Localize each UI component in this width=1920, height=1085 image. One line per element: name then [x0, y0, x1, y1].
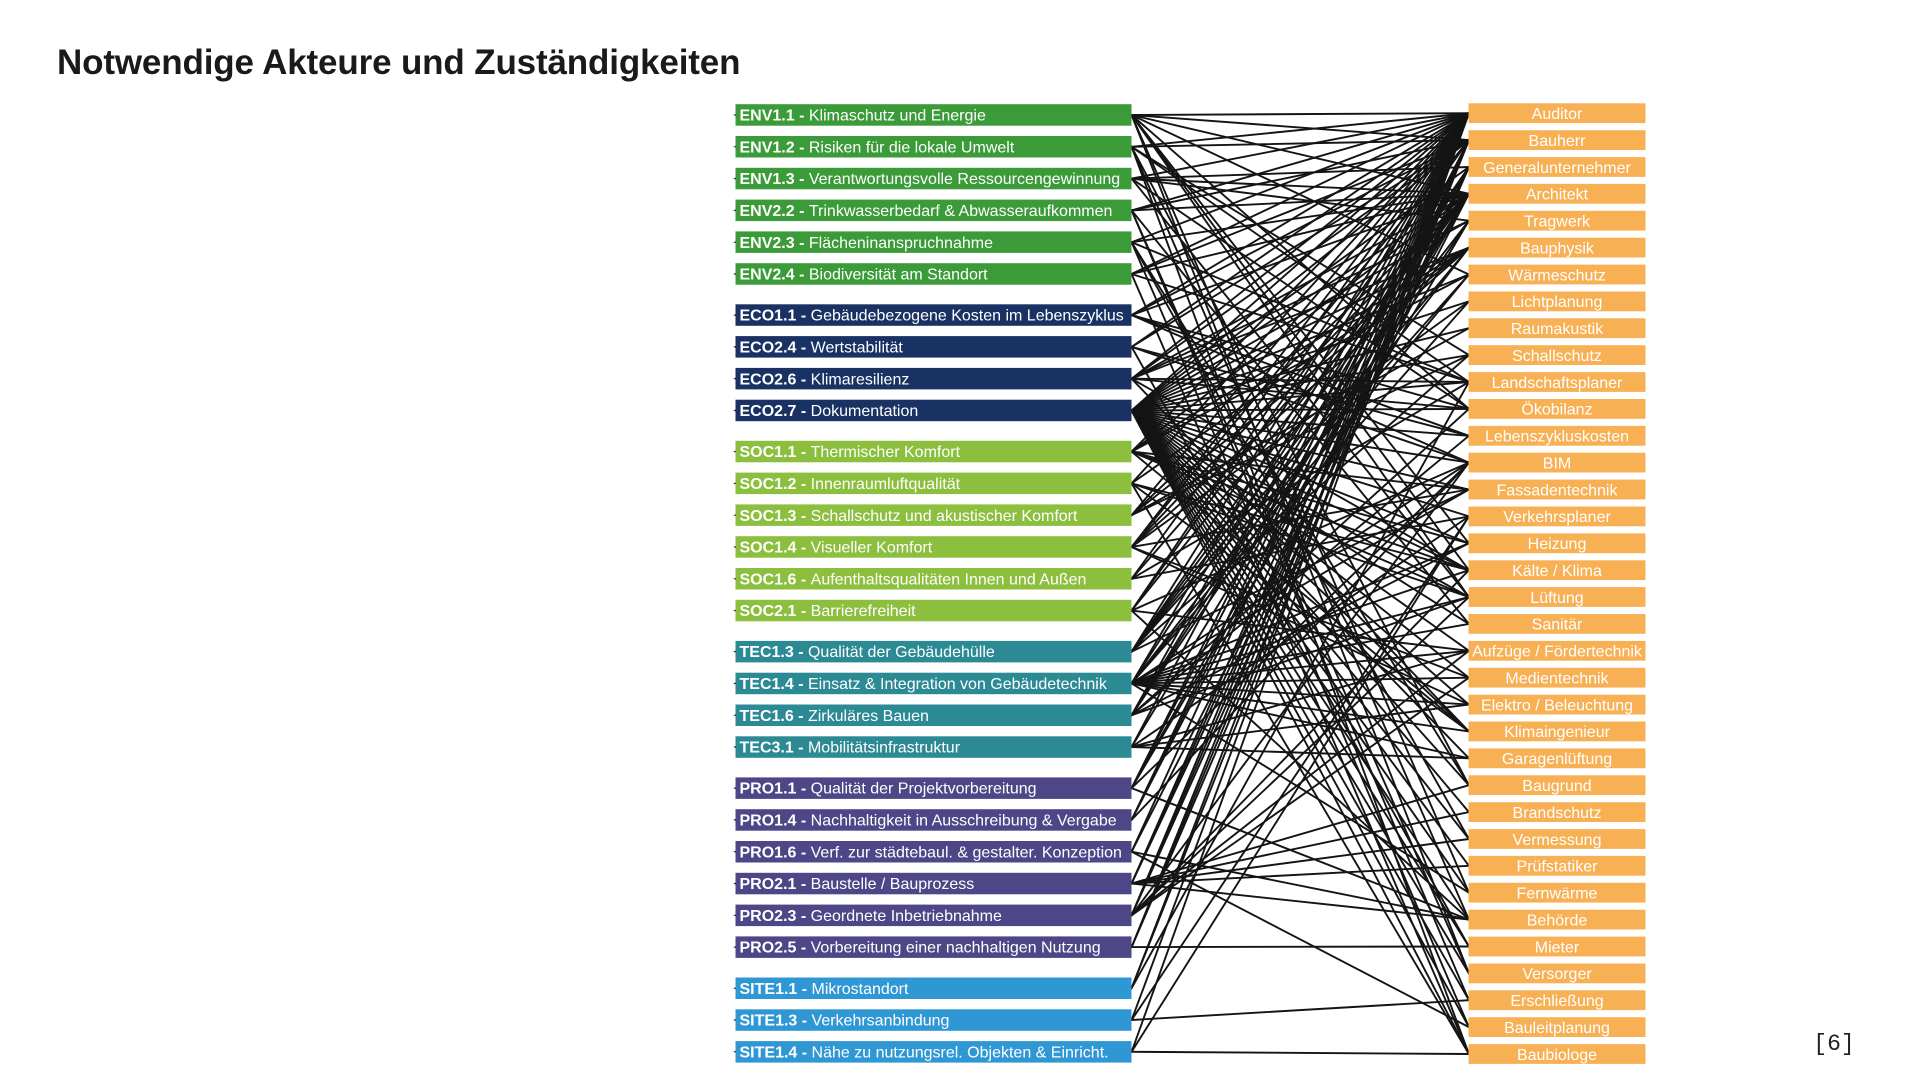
svg-text:SOC1.1 - Thermischer Komfort: SOC1.1 - Thermischer Komfort	[740, 444, 961, 461]
svg-text:Garagenlüftung: Garagenlüftung	[1502, 751, 1612, 768]
svg-text:Landschaftsplaner: Landschaftsplaner	[1492, 375, 1623, 392]
svg-text:Versorger: Versorger	[1522, 966, 1592, 983]
svg-text:Vermessung: Vermessung	[1513, 832, 1602, 849]
svg-text:SITE1.1 - Mikrostandort: SITE1.1 - Mikrostandort	[740, 981, 910, 998]
svg-text:Lebenszykluskosten: Lebenszykluskosten	[1485, 429, 1629, 446]
svg-text:SOC1.6 - Aufenthaltsqualitäten: SOC1.6 - Aufenthaltsqualitäten Innen und…	[740, 571, 1087, 588]
svg-text:Wärmeschutz: Wärmeschutz	[1508, 267, 1606, 284]
svg-text:ECO1.1 - Gebäudebezogene Koste: ECO1.1 - Gebäudebezogene Kosten im Leben…	[740, 308, 1124, 325]
svg-text:PRO1.1 - Qualität der Projektv: PRO1.1 - Qualität der Projektvorbereitun…	[740, 781, 1037, 798]
svg-text:Heizung: Heizung	[1528, 536, 1587, 553]
svg-text:Bauleitplanung: Bauleitplanung	[1504, 1020, 1610, 1037]
svg-text:Medientechnik: Medientechnik	[1505, 671, 1609, 688]
svg-text:[6]: [6]	[1813, 1031, 1854, 1057]
svg-text:ENV2.2 - Trinkwasserbedarf & A: ENV2.2 - Trinkwasserbedarf & Abwasserauf…	[740, 203, 1113, 220]
svg-text:Lüftung: Lüftung	[1530, 590, 1583, 607]
svg-text:Raumakustik: Raumakustik	[1511, 321, 1604, 338]
svg-text:Schallschutz: Schallschutz	[1512, 348, 1602, 365]
svg-text:Fassadentechnik: Fassadentechnik	[1497, 482, 1619, 499]
svg-text:PRO1.6 - Verf. zur städtebaul.: PRO1.6 - Verf. zur städtebaul. & gestalt…	[740, 844, 1122, 861]
svg-text:SOC1.3 - Schallschutz und akus: SOC1.3 - Schallschutz und akustischer Ko…	[740, 508, 1078, 525]
svg-text:Architekt: Architekt	[1526, 187, 1589, 204]
svg-text:SOC1.4 - Visueller Komfort: SOC1.4 - Visueller Komfort	[740, 540, 933, 557]
svg-text:SOC1.2 - Innenraumluftqualität: SOC1.2 - Innenraumluftqualität	[740, 476, 961, 493]
svg-text:ENV1.3 - Verantwortungsvolle R: ENV1.3 - Verantwortungsvolle Ressourceng…	[740, 171, 1121, 188]
svg-text:Aufzüge / Fördertechnik: Aufzüge / Fördertechnik	[1472, 644, 1643, 661]
svg-text:BIM: BIM	[1543, 455, 1571, 472]
svg-text:TEC3.1 - Mobilitätsinfrastrukt: TEC3.1 - Mobilitätsinfrastruktur	[740, 740, 961, 757]
svg-text:Generalunternehmer: Generalunternehmer	[1483, 160, 1631, 177]
svg-text:SOC2.1 - Barrierefreiheit: SOC2.1 - Barrierefreiheit	[740, 603, 917, 620]
svg-text:SITE1.3 - Verkehrsanbindung: SITE1.3 - Verkehrsanbindung	[740, 1013, 950, 1030]
svg-text:ECO2.6 - Klimaresilienz: ECO2.6 - Klimaresilienz	[740, 371, 910, 388]
svg-text:Mieter: Mieter	[1535, 939, 1580, 956]
svg-text:Tragwerk: Tragwerk	[1524, 214, 1591, 231]
svg-text:Auditor: Auditor	[1532, 106, 1583, 123]
svg-text:Brandschutz: Brandschutz	[1513, 805, 1602, 822]
svg-text:Behörde: Behörde	[1527, 912, 1588, 929]
svg-text:ENV1.2 - Risiken für die lokal: ENV1.2 - Risiken für die lokale Umwelt	[740, 139, 1015, 156]
svg-text:PRO1.4 - Nachhaltigkeit in Aus: PRO1.4 - Nachhaltigkeit in Ausschreibung…	[740, 813, 1117, 830]
svg-text:Sanitär: Sanitär	[1532, 617, 1583, 634]
svg-text:TEC1.4 - Einsatz & Integration: TEC1.4 - Einsatz & Integration von Gebäu…	[740, 676, 1108, 693]
svg-text:ENV1.1 - Klimaschutz und Energ: ENV1.1 - Klimaschutz und Energie	[740, 108, 986, 125]
svg-text:Kälte / Klima: Kälte / Klima	[1512, 563, 1602, 580]
svg-text:Fernwärme: Fernwärme	[1517, 886, 1598, 903]
svg-text:Baugrund: Baugrund	[1522, 778, 1591, 795]
svg-text:ECO2.7 - Dokumentation: ECO2.7 - Dokumentation	[740, 403, 919, 420]
svg-text:Bauphysik: Bauphysik	[1520, 240, 1595, 257]
svg-text:ENV2.3 - Flächeninanspruchnahm: ENV2.3 - Flächeninanspruchnahme	[740, 235, 994, 252]
svg-text:Klimaingenieur: Klimaingenieur	[1504, 724, 1611, 741]
svg-text:Prüfstatiker: Prüfstatiker	[1517, 859, 1599, 876]
svg-text:Notwendige Akteure und Zuständ: Notwendige Akteure und Zuständigkeiten	[57, 43, 740, 82]
svg-text:PRO2.5 - Vorbereitung einer na: PRO2.5 - Vorbereitung einer nachhaltigen…	[740, 940, 1101, 957]
svg-text:TEC1.6 - Zirkuläres Bauen: TEC1.6 - Zirkuläres Bauen	[740, 708, 929, 725]
svg-text:TEC1.3 - Qualität der Gebäudeh: TEC1.3 - Qualität der Gebäudehülle	[740, 644, 995, 661]
svg-text:Verkehrsplaner: Verkehrsplaner	[1503, 509, 1611, 526]
svg-text:Erschließung: Erschließung	[1510, 993, 1603, 1010]
svg-text:Elektro / Beleuchtung: Elektro / Beleuchtung	[1481, 697, 1633, 714]
svg-text:Ökobilanz: Ökobilanz	[1521, 401, 1592, 419]
svg-text:Lichtplanung: Lichtplanung	[1512, 294, 1603, 311]
svg-text:SITE1.4 - Nähe zu nutzungsrel.: SITE1.4 - Nähe zu nutzungsrel. Objekten …	[740, 1044, 1109, 1061]
svg-text:ECO2.4 - Wertstabilität: ECO2.4 - Wertstabilität	[740, 340, 904, 357]
svg-text:ENV2.4 - Biodiversität am Stan: ENV2.4 - Biodiversität am Standort	[740, 267, 989, 284]
svg-text:PRO2.1 - Baustelle / Bauprozes: PRO2.1 - Baustelle / Bauprozess	[740, 876, 975, 893]
svg-text:Bauherr: Bauherr	[1529, 133, 1587, 150]
svg-text:Baubiologe: Baubiologe	[1517, 1047, 1597, 1064]
svg-text:PRO2.3 - Geordnete Inbetriebna: PRO2.3 - Geordnete Inbetriebnahme	[740, 908, 1002, 925]
